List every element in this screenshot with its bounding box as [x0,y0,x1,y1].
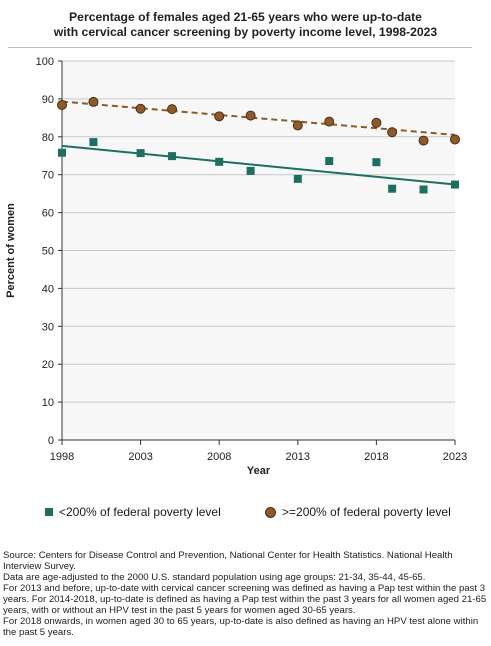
point-series-1 [450,134,460,145]
point-series-0 [168,152,177,161]
footnotes: Source: Centers for Disease Control and … [3,550,487,638]
data-points [57,96,460,194]
point-series-1 [245,110,256,121]
y-tick-label: 30 [42,321,54,333]
y-tick-label: 20 [42,359,54,371]
chart-title-line-2: with cervical cancer screening by povert… [53,25,438,39]
point-series-0 [246,166,255,175]
y-tick-label: 50 [42,246,54,258]
point-series-1 [214,111,225,122]
x-tick-label: 2013 [286,451,310,463]
chart-title: Percentage of females aged 21-65 years w… [0,10,491,40]
trend-line-series-1 [61,100,456,136]
footnote-definition-2013-2018: For 2013 and before, up-to-date with cer… [3,583,487,616]
footnote-source: Source: Centers for Disease Control and … [3,550,453,572]
y-tick-label: 70 [42,170,54,182]
y-tick-label: 0 [48,435,54,447]
chart-title-line-1: Percentage of females aged 21-65 years w… [69,10,422,24]
legend-label-above-200: >=200% of federal poverty level [282,505,451,519]
trend-line-series-0 [61,144,456,186]
x-tick-label: 2003 [128,451,152,463]
point-series-1 [371,117,382,128]
footnote-age-adjustment: Data are age-adjusted to the 2000 U.S. s… [3,572,426,583]
point-series-1 [387,127,398,138]
footnote-definition-2018-onwards: For 2018 onwards, in women aged 30 to 65… [3,616,479,638]
y-tick-label: 10 [42,397,54,409]
point-series-0 [136,149,145,158]
legend-square-marker [45,508,53,516]
point-series-1 [135,103,146,114]
legend-circle-marker [265,506,276,518]
legend-item-below-200: <200% of federal poverty level [45,505,221,519]
x-tick-label: 1998 [50,451,74,463]
point-series-0 [89,138,98,147]
y-tick-label: 100 [36,56,54,68]
legend-label-below-200: <200% of federal poverty level [59,505,221,519]
point-series-1 [167,104,178,115]
x-axis-title: Year [247,465,271,477]
point-series-0 [372,158,381,167]
legend-item-above-200: >=200% of federal poverty level [265,505,451,519]
y-axis-title: Percent of women [5,203,17,298]
point-series-1 [88,96,99,107]
point-series-0 [451,180,459,189]
point-series-0 [419,185,428,194]
y-tick-label: 90 [42,94,54,106]
y-tick-label: 40 [42,283,54,295]
x-tick-label: 2018 [364,451,388,463]
y-tick-label: 60 [42,208,54,220]
point-series-0 [293,174,302,183]
point-series-1 [418,135,429,146]
axes: 0 10 20 30 40 50 60 70 80 90 100 1998 2003 2008 2013 20… [36,56,468,463]
point-series-0 [58,148,66,157]
point-series-1 [324,116,335,127]
title-divider [8,47,472,48]
point-series-1 [292,120,303,131]
x-tick-label: 2008 [207,451,231,463]
point-series-1 [57,99,67,110]
point-series-0 [215,157,224,166]
trend-lines [61,100,456,186]
point-series-0 [325,157,334,166]
y-tick-label: 80 [42,132,54,144]
gridlines [62,60,455,403]
scatter-chart: 0 10 20 30 40 50 60 70 80 90 100 1998 2003 2008 2013 20… [5,56,468,477]
point-series-0 [388,184,397,193]
x-tick-label: 2023 [443,451,467,463]
legend: <200% of federal poverty level >=200% of… [0,505,491,527]
